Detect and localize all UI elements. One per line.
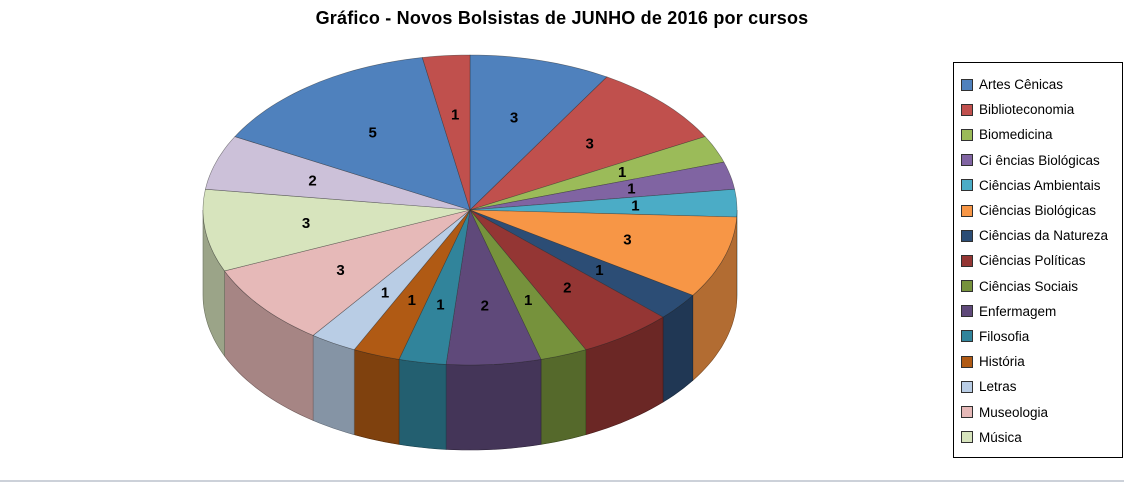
legend-label: Ciências da Natureza [979, 228, 1109, 244]
pie-slice-0 [469, 54, 608, 211]
pie-slice-value-label: 1 [408, 292, 416, 309]
pie-slice-value-label: 1 [595, 262, 603, 279]
pie-slice-value-label: 1 [524, 292, 532, 309]
legend-swatch-icon [961, 431, 973, 444]
pie-slice-value-label: 1 [436, 297, 444, 314]
pie-slice-value-label: 1 [618, 164, 626, 181]
chart-legend: Artes Cênicas Biblioteconomia Biomedicina C… [953, 62, 1123, 458]
pie-slice-7 [469, 209, 664, 351]
legend-item: Enfermagem [961, 299, 1116, 324]
pie-slice-value-label: 2 [481, 298, 489, 315]
pie-slice-side-12 [312, 334, 355, 436]
legend-swatch-icon [961, 179, 973, 192]
legend-label: Letras [979, 379, 1017, 395]
pie-slice-side-11 [353, 349, 400, 445]
legend-item: Música [961, 425, 1116, 450]
legend-swatch-icon [961, 229, 973, 242]
legend-item: História [961, 349, 1116, 374]
legend-item: Ciências Políticas [961, 248, 1116, 273]
pie-slice-value-label: 1 [451, 106, 459, 123]
chart-title: Gráfico - Novos Bolsistas de JUNHO de 20… [315, 8, 809, 28]
legend-items: Artes Cênicas Biblioteconomia Biomedicina C… [961, 72, 1116, 450]
pie-slice-15 [205, 136, 471, 211]
legend-swatch-icon [961, 254, 973, 267]
pie-slice-value-label: 2 [563, 280, 571, 297]
pie-slice-11 [353, 209, 471, 360]
legend-swatch-icon [961, 305, 973, 318]
legend-item: Artes Cênicas [961, 72, 1116, 97]
legend-label: Ciências Sociais [979, 278, 1079, 294]
legend-label: Ciências Biológicas [979, 203, 1097, 219]
legend-item: Biblioteconomia [961, 97, 1116, 122]
pie-slice-value-label: 1 [627, 181, 635, 198]
legend-swatch-icon [961, 380, 973, 393]
pie-slice-value-label: 1 [631, 198, 639, 215]
legend-label: Museologia [979, 404, 1049, 420]
legend-item: Ciências Biológicas [961, 198, 1116, 223]
pie-slice-8 [469, 209, 587, 360]
legend-label: Artes Cênicas [979, 77, 1064, 93]
pie-slice-value-label: 3 [336, 262, 344, 279]
legend-swatch-icon [961, 204, 973, 217]
pie-slice-4 [469, 188, 738, 218]
legend-swatch-icon [961, 103, 973, 116]
pie-slice-value-label: 1 [381, 285, 389, 302]
pie-slice-value-label: 3 [586, 136, 594, 153]
legend-swatch-icon [961, 355, 973, 368]
legend-swatch-icon [961, 128, 973, 141]
legend-item: Letras [961, 374, 1116, 399]
legend-item: Museologia [961, 399, 1116, 424]
pie-slice-1 [469, 76, 706, 211]
legend-swatch-icon [961, 406, 973, 419]
pie-slice-value-label: 2 [308, 172, 316, 189]
pie-slice-6 [469, 209, 694, 318]
pie-slice-9 [445, 208, 542, 366]
pie-slice-value-label: 3 [623, 232, 631, 249]
pie-slice-17 [421, 54, 471, 211]
pie-slice-3 [469, 161, 735, 211]
pie-slice-value-label: 3 [510, 109, 518, 126]
legend-swatch-icon [961, 280, 973, 293]
legend-swatch-icon [961, 330, 973, 343]
legend-label: Biomedicina [979, 127, 1053, 143]
legend-label: História [979, 354, 1025, 370]
legend-item: Ciências da Natureza [961, 223, 1116, 248]
legend-item: Biomedicina [961, 122, 1116, 147]
legend-label: Filosofia [979, 328, 1030, 344]
pie-slice-value-label: 3 [302, 215, 310, 232]
legend-label: Ci ências Biológicas [979, 152, 1100, 168]
legend-item: Ci ências Biológicas [961, 148, 1116, 173]
legend-swatch-icon [961, 154, 973, 167]
pie-slice-side-8 [540, 349, 587, 445]
legend-swatch-icon [961, 78, 973, 91]
pie-slice-16 [234, 57, 471, 211]
pie-slice-12 [312, 209, 471, 351]
pie-slice-side-9 [445, 359, 542, 451]
legend-label: Ciências Políticas [979, 253, 1086, 269]
pie-slice-13 [223, 209, 471, 336]
legend-item: Ciências Sociais [961, 274, 1116, 299]
legend-item: Ciências Ambientais [961, 173, 1116, 198]
pie-slice-value-label: 5 [369, 124, 377, 141]
legend-label: Biblioteconomia [979, 102, 1075, 118]
legend-label: Enfermagem [979, 303, 1057, 319]
legend-item: Filosofia [961, 324, 1116, 349]
legend-label: Ciências Ambientais [979, 177, 1101, 193]
pie-slice-2 [469, 136, 725, 211]
pie-slice-10 [398, 209, 471, 365]
bottom-divider [0, 480, 1124, 482]
pie-slice-5 [469, 209, 738, 296]
pie-slice-side-10 [398, 359, 447, 450]
pie-slice-14 [202, 188, 471, 272]
legend-label: Música [979, 429, 1022, 445]
